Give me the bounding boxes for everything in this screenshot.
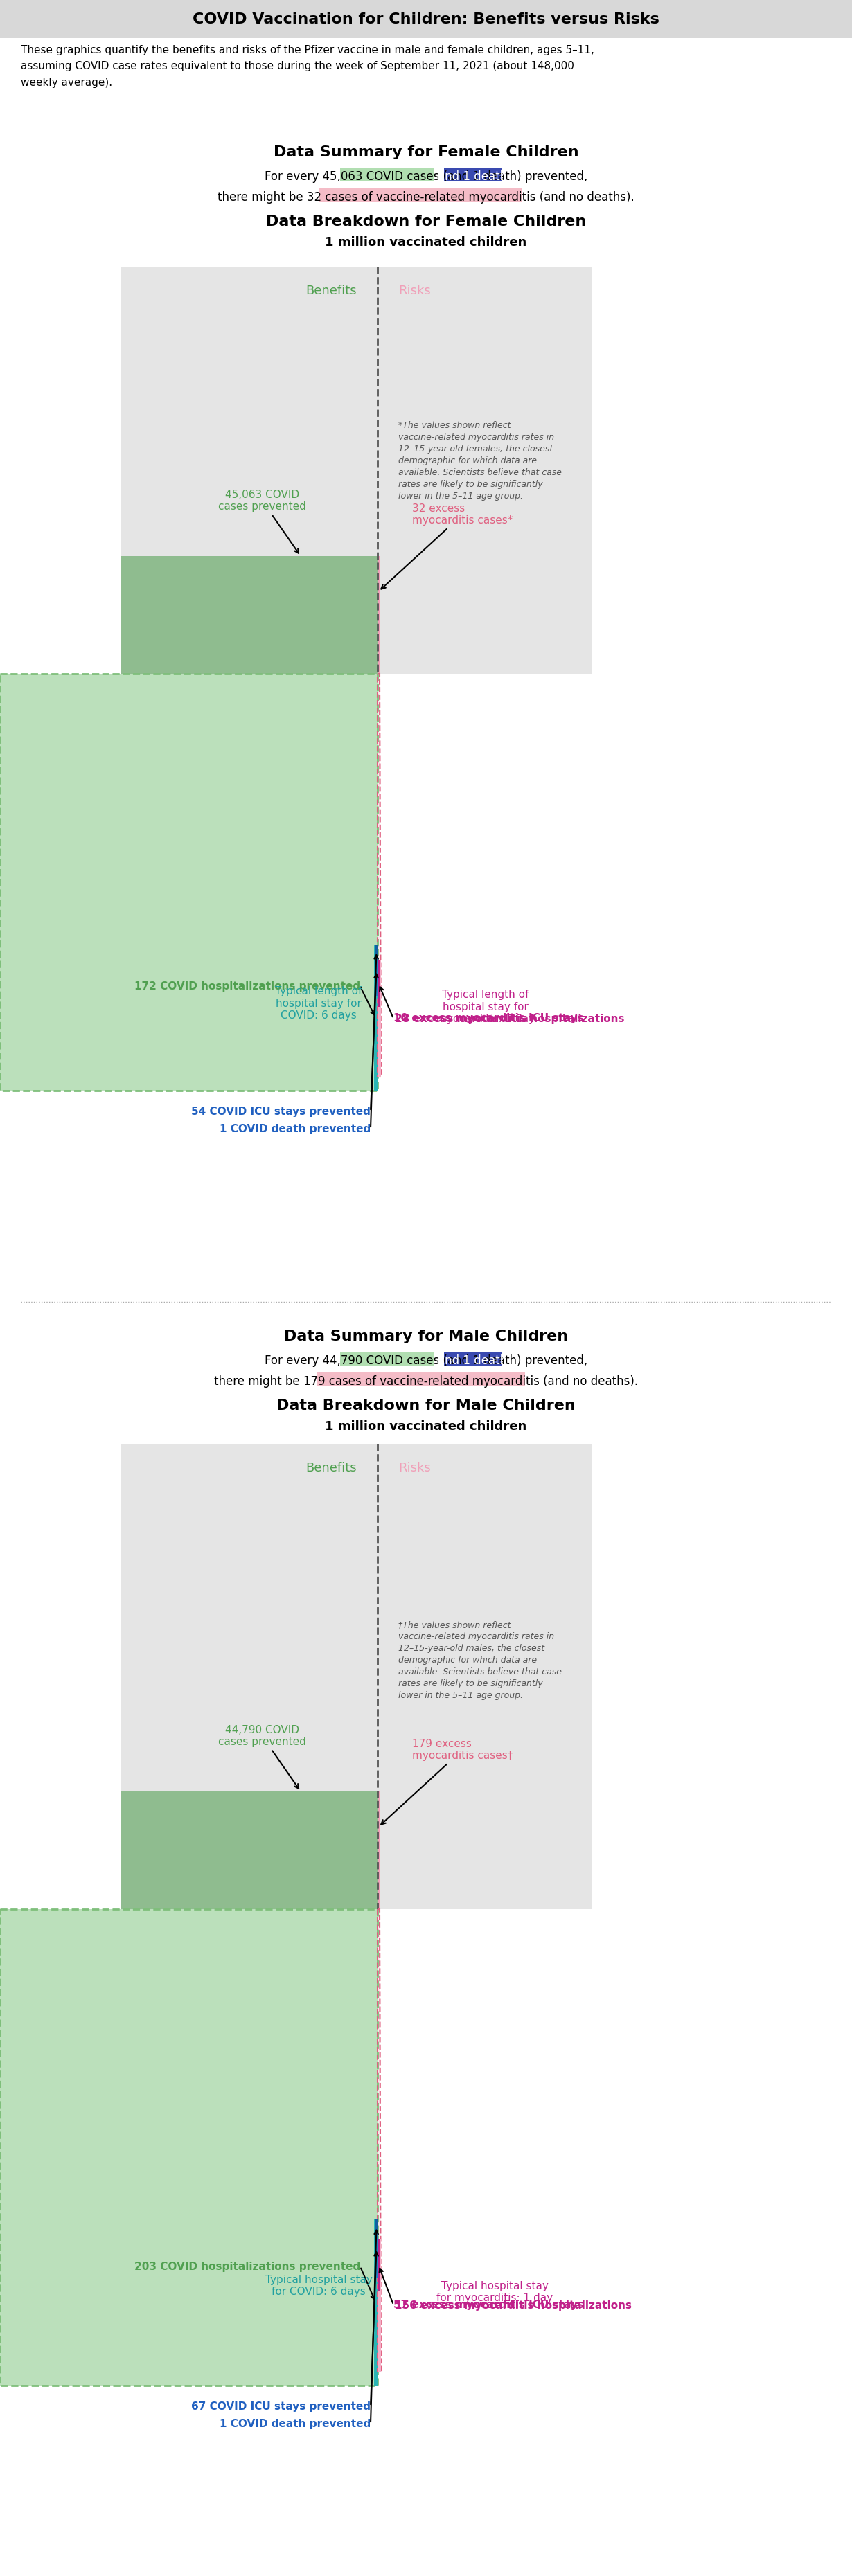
Text: 28 excess myocarditis hospitalizations: 28 excess myocarditis hospitalizations [394, 1012, 625, 1023]
Bar [0, 675, 377, 1090]
Text: 45,063 COVID
cases prevented: 45,063 COVID cases prevented [218, 489, 306, 554]
Text: 1 million vaccinated children: 1 million vaccinated children [325, 1419, 527, 1432]
Text: there might be 179 cases of vaccine-related myocarditis (and no deaths).: there might be 179 cases of vaccine-rela… [214, 1376, 638, 1388]
Text: These graphics quantify the benefits and risks of the Pfizer vaccine in male and: These graphics quantify the benefits and… [20, 44, 594, 88]
Text: 172 COVID hospitalizations prevented: 172 COVID hospitalizations prevented [135, 981, 360, 992]
Text: 67 COVID ICU stays prevented: 67 COVID ICU stays prevented [191, 2401, 371, 2411]
Text: Typical length of
hospital stay for
myocarditis: 1 day: Typical length of hospital stay for myoc… [436, 989, 535, 1025]
Text: and 1 death: and 1 death [438, 1355, 508, 1368]
Text: Risks: Risks [398, 1461, 430, 1473]
Bar [374, 2221, 377, 2385]
Bar [444, 167, 501, 180]
Bar [320, 188, 522, 201]
Bar [121, 556, 377, 675]
Bar [0, 675, 377, 1090]
Text: For every 44,790 COVID cases (and 1 death) prevented,: For every 44,790 COVID cases (and 1 deat… [264, 1355, 588, 1368]
Text: Data Summary for Female Children: Data Summary for Female Children [273, 144, 579, 160]
Text: 57 excess myocarditis ICU stays: 57 excess myocarditis ICU stays [394, 2300, 584, 2311]
Polygon shape [377, 675, 381, 1077]
Bar [340, 167, 434, 180]
Text: there might be 32 cases of vaccine-related myocarditis (and no deaths).: there might be 32 cases of vaccine-relat… [217, 191, 635, 204]
Text: 1 COVID death prevented: 1 COVID death prevented [220, 2419, 371, 2429]
Bar [377, 2239, 381, 2372]
Text: †The values shown reflect
vaccine-related myocarditis rates in
12–15-year-old ma: †The values shown reflect vaccine-relate… [398, 1620, 561, 1700]
Bar [317, 1373, 525, 1386]
Bar [0, 0, 852, 39]
Text: Data Breakdown for Female Children: Data Breakdown for Female Children [266, 214, 586, 229]
Bar [340, 1352, 434, 1365]
Bar [121, 265, 592, 675]
Text: *The values shown reflect
vaccine-related myocarditis rates in
12–15-year-old fe: *The values shown reflect vaccine-relate… [398, 422, 561, 500]
Bar [121, 1790, 377, 1909]
Text: Typical hospital stay
for myocarditis: 1 day: Typical hospital stay for myocarditis: 1… [436, 2280, 553, 2303]
Bar [377, 2239, 380, 2293]
Text: Benefits: Benefits [306, 283, 357, 296]
Bar [374, 945, 377, 1090]
Text: Typical length of
hospital stay for
COVID: 6 days: Typical length of hospital stay for COVI… [275, 987, 362, 1020]
Text: and 1 death: and 1 death [438, 170, 508, 183]
Bar [377, 961, 381, 1077]
Bar [376, 945, 377, 997]
Text: Typical hospital stay
for COVID: 6 days: Typical hospital stay for COVID: 6 days [265, 2275, 372, 2298]
Text: 156 excess myocarditis hospitalizations: 156 excess myocarditis hospitalizations [394, 2300, 631, 2311]
Text: 1 million vaccinated children: 1 million vaccinated children [325, 237, 527, 250]
Text: Data Summary for Male Children: Data Summary for Male Children [284, 1329, 568, 1345]
Bar [377, 1790, 380, 1909]
Text: Benefits: Benefits [306, 1461, 357, 1473]
Text: 203 COVID hospitalizations prevented: 203 COVID hospitalizations prevented [135, 2262, 360, 2272]
Text: Risks: Risks [398, 283, 430, 296]
Bar [444, 1352, 501, 1365]
Text: 10 excess myocarditis ICU stays: 10 excess myocarditis ICU stays [394, 1012, 584, 1023]
Text: 32 excess
myocarditis cases*: 32 excess myocarditis cases* [381, 502, 513, 590]
Bar [377, 961, 380, 1007]
Bar [121, 1443, 592, 1909]
Bar [0, 1909, 377, 2385]
Polygon shape [377, 1909, 381, 2372]
Bar [377, 556, 380, 675]
Bar [0, 1909, 377, 2385]
Text: Data Breakdown for Male Children: Data Breakdown for Male Children [276, 1399, 576, 1412]
Text: 54 COVID ICU stays prevented: 54 COVID ICU stays prevented [191, 1105, 371, 1115]
Bar [376, 2221, 377, 2233]
Text: 44,790 COVID
cases prevented: 44,790 COVID cases prevented [218, 1726, 306, 1788]
Text: For every 45,063 COVID cases (and 1 death) prevented,: For every 45,063 COVID cases (and 1 deat… [264, 170, 588, 183]
Text: 1 COVID death prevented: 1 COVID death prevented [220, 1123, 371, 1133]
Bar [376, 2221, 377, 2277]
Text: 179 excess
myocarditis cases†: 179 excess myocarditis cases† [381, 1739, 513, 1824]
Text: COVID Vaccination for Children: Benefits versus Risks: COVID Vaccination for Children: Benefits… [193, 13, 659, 26]
Bar [376, 945, 377, 958]
